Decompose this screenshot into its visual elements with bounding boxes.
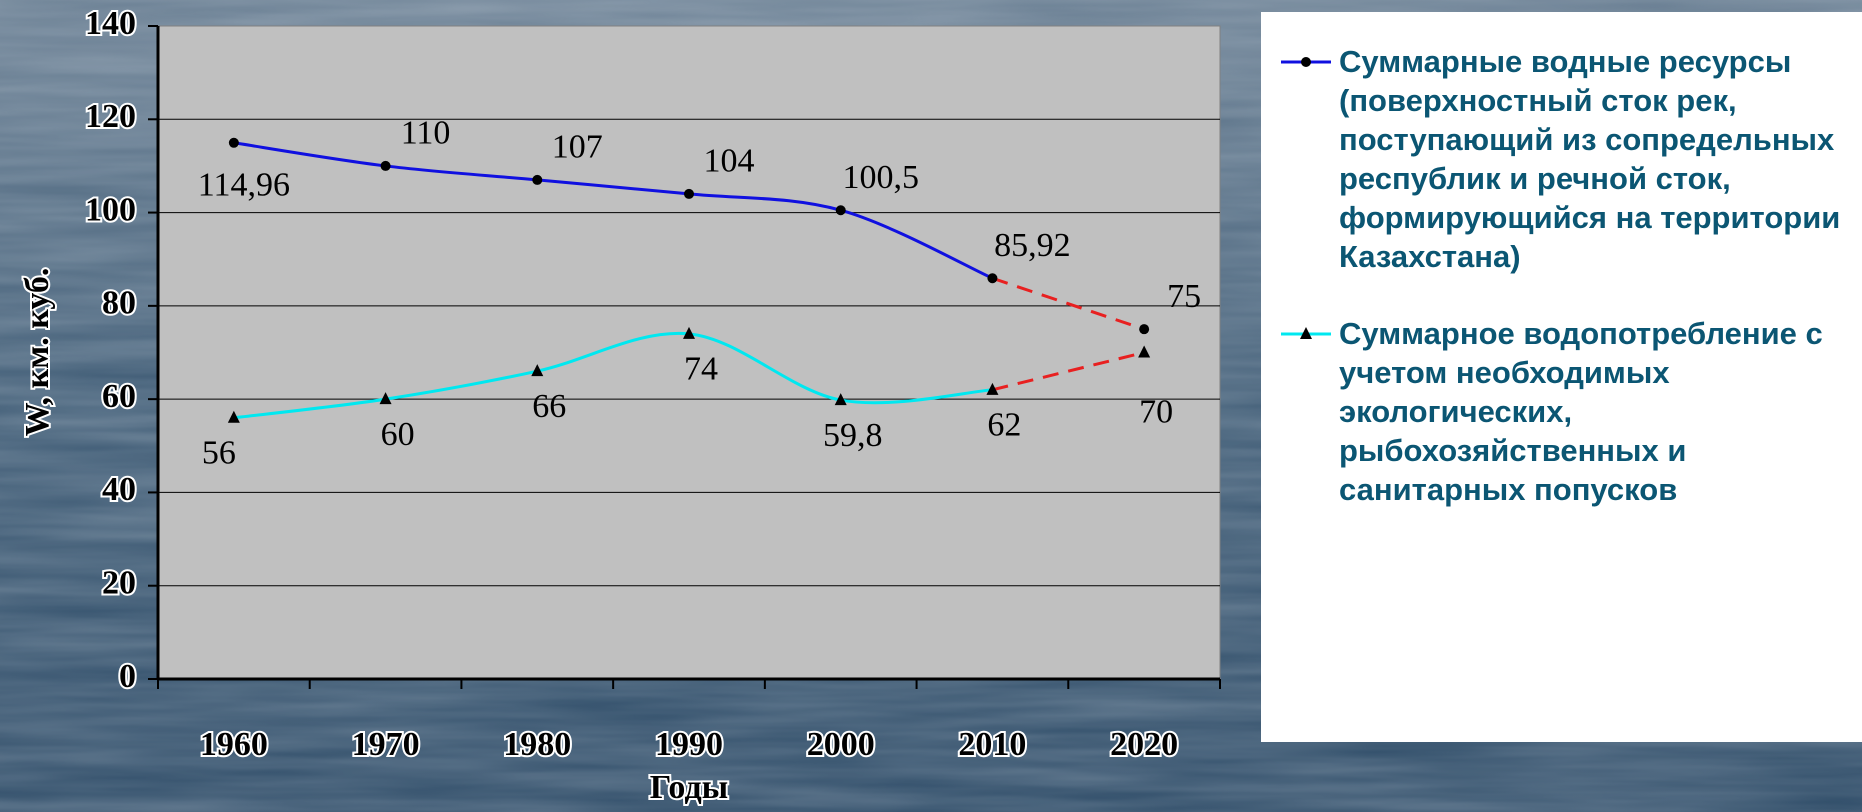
legend-label: Суммарные водные ресурсы (поверхностный … [1339,44,1841,274]
data-label: 100,5 [842,159,919,196]
y-tick-label: 20 [102,565,136,602]
y-tick-label: 40 [102,471,136,508]
marker [1138,345,1151,358]
data-label: 75 [1167,278,1201,315]
marker [532,174,543,185]
marker [380,160,391,171]
x-axis-title: Годы [650,769,728,806]
marker [683,326,695,339]
x-tick-label: 1960 [200,726,268,763]
marker [986,382,999,395]
legend-marker [1301,57,1311,67]
marker [1139,324,1150,335]
x-tick-label: 1970 [352,726,420,763]
y-tick-label: 100 [85,191,136,228]
marker [227,410,240,423]
data-label: 74 [684,351,718,388]
legend-marker [1300,327,1312,339]
data-label: 104 [704,143,755,180]
data-label: 114,96 [198,167,290,204]
legend-entry: Суммарные водные ресурсы (поверхностный … [1271,42,1852,276]
x-tick-label: 2000 [807,726,875,763]
data-label: 85,92 [994,227,1071,264]
marker [531,364,544,377]
y-tick-label: 60 [102,378,136,415]
legend-entry: Суммарное водопотребление с учетом необх… [1271,314,1852,509]
legend-symbol [1281,57,1331,67]
x-tick-label: 2010 [958,726,1026,763]
data-label: 110 [401,115,451,152]
data-label: 107 [552,129,603,166]
data-label: 56 [202,435,236,472]
marker [684,188,694,199]
data-label: 62 [987,407,1021,444]
x-tick-label: 2020 [1110,726,1178,763]
legend: Суммарные водные ресурсы (поверхностный … [1261,12,1862,742]
y-tick-label: 0 [119,658,136,695]
legend-label: Суммарное водопотребление с учетом необх… [1339,316,1823,507]
y-tick-label: 80 [102,285,136,322]
x-tick-label: 1990 [655,726,723,763]
data-label: 60 [381,416,415,453]
x-tick-label: 1980 [503,726,571,763]
legend-symbol [1281,327,1331,339]
y-tick-label: 140 [85,5,136,42]
data-label: 59,8 [823,417,883,454]
series-line [233,331,993,420]
series-line [233,141,994,280]
y-tick-label: 120 [85,98,136,135]
marker [835,205,846,216]
data-label: 70 [1139,393,1173,430]
data-label: 66 [532,388,566,425]
forecast-line [992,351,1145,392]
marker [379,392,392,405]
marker [228,137,239,148]
forecast-line [991,276,1145,331]
y-axis-title: W, км. куб. [19,268,56,437]
plot-area [157,25,1221,680]
marker [834,393,847,406]
marker [987,273,998,284]
